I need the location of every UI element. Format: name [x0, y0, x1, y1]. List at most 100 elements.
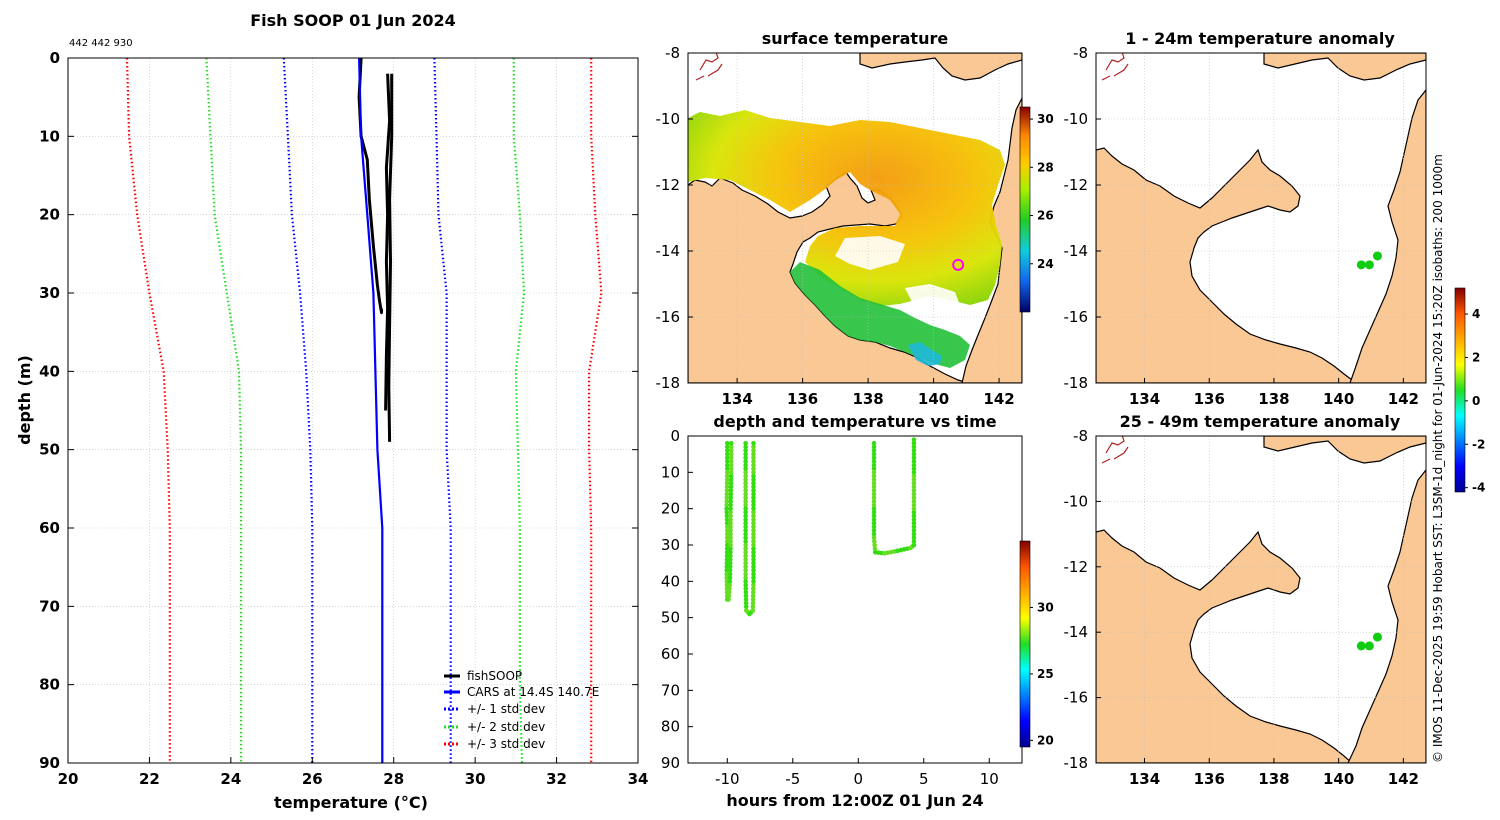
- depth-time-point: [871, 451, 877, 457]
- depth-time-point: [727, 568, 733, 573]
- depth-time-point: [751, 495, 756, 501]
- depth-time-y-tick-label: 40: [661, 572, 680, 590]
- depth-time-point: [743, 517, 748, 522]
- anomaly-deep-y-tick-label: -16: [1064, 689, 1089, 707]
- depth-time-point: [911, 491, 917, 497]
- anomaly-shallow-y-tick-label: -12: [1064, 176, 1089, 194]
- sst-field-cyan: [908, 342, 942, 366]
- depth-time-point: [751, 546, 756, 551]
- depth-time-point: [724, 477, 730, 482]
- depth-time-point: [911, 502, 917, 508]
- anomaly-deep-y-tick-label: -18: [1064, 754, 1089, 772]
- depth-time-points: [724, 437, 917, 617]
- depth-time-panel: depth and temperature vs time -10 -5 0 5 10 0…: [661, 412, 1054, 810]
- depth-time-point: [872, 542, 877, 548]
- depth-time-point: [724, 575, 730, 580]
- depth-time-point: [751, 542, 756, 548]
- depth-time-point: [727, 579, 733, 584]
- depth-time-point: [743, 520, 748, 526]
- profile-ticks: 20 22 24 26 28 30 32 34 0 10 20 30 40 50 60 70 80 90: [39, 49, 648, 788]
- depth-time-point: [751, 571, 756, 577]
- depth-time-point: [743, 600, 749, 606]
- profile-x-tick-label: 26: [302, 770, 323, 788]
- depth-time-point: [728, 502, 733, 508]
- depth-time-point: [724, 440, 730, 446]
- anomaly-deep-y-tick-label: -10: [1064, 492, 1089, 510]
- depth-time-point: [871, 444, 877, 450]
- depth-time-point: [911, 517, 917, 522]
- depth-time-point: [724, 571, 729, 577]
- depth-time-point: [724, 535, 730, 541]
- anomaly-shallow-y-tick-label: -16: [1064, 308, 1089, 326]
- depth-time-point: [743, 448, 748, 453]
- depth-time-point: [871, 491, 877, 497]
- depth-time-point: [743, 531, 748, 537]
- profile-x-tick-label: 28: [383, 770, 404, 788]
- depth-time-point: [743, 477, 748, 482]
- sst-map-ticks: 134 136 138 140 142 -8 -10 -12 -14 -16 -18: [656, 44, 1015, 408]
- depth-time-point: [871, 510, 877, 515]
- depth-time-point: [751, 473, 756, 479]
- depth-time-point: [724, 564, 730, 570]
- depth-time-point: [750, 589, 756, 595]
- depth-time-point: [724, 557, 730, 562]
- depth-time-point: [743, 513, 748, 519]
- anomaly-shallow-land-north: [1096, 147, 1357, 383]
- anomaly-shallow-land-cape: [1349, 89, 1426, 383]
- depth-time-point: [724, 517, 730, 522]
- depth-time-point: [751, 470, 756, 475]
- profile-y-tick-label: 30: [39, 284, 60, 302]
- sst-map-x-tick-label: 134: [721, 390, 752, 408]
- profile-y-tick-label: 10: [39, 127, 60, 145]
- anomaly-shallow-dot: [1364, 260, 1374, 270]
- depth-time-point: [724, 528, 730, 533]
- sst-map-land-ng: [859, 53, 1022, 81]
- sst-map-y-tick-label: -12: [656, 176, 681, 194]
- depth-time-point: [724, 542, 730, 548]
- depth-time-point: [871, 513, 877, 519]
- depth-time-point: [911, 451, 917, 457]
- sst-map-panel: surface temperature 134 136 138 140 142 -8 -10…: [656, 29, 1054, 408]
- sst-map-x-tick-label: 142: [983, 390, 1014, 408]
- profile-series-CARS: [358, 58, 384, 763]
- profile-x-tick-label: 30: [465, 770, 486, 788]
- anomaly-shallow-panel: 1 - 24m temperature anomaly 134 136 138 140…: [1064, 29, 1486, 495]
- depth-time-point: [751, 484, 756, 490]
- anomaly-deep-y-tick-label: -14: [1064, 623, 1089, 641]
- depth-time-point: [871, 455, 877, 461]
- depth-time-point: [871, 524, 877, 530]
- depth-time-point: [743, 488, 748, 493]
- depth-time-colorbar-tick-label: 30: [1037, 600, 1054, 614]
- depth-time-point: [724, 480, 730, 486]
- depth-time-point: [750, 600, 756, 606]
- depth-time-point: [751, 510, 756, 515]
- depth-time-point: [751, 455, 756, 461]
- depth-time-point: [751, 459, 756, 464]
- depth-time-point: [751, 480, 756, 486]
- depth-time-y-tick-label: 30: [661, 536, 680, 554]
- profile-y-tick-label: 70: [39, 597, 60, 615]
- profile-y-tick-label: 0: [50, 49, 60, 67]
- depth-time-point: [728, 535, 733, 541]
- depth-time-point: [911, 477, 917, 482]
- depth-time-point: [911, 542, 917, 548]
- anomaly-deep-dot: [1372, 632, 1382, 642]
- depth-time-point: [728, 440, 734, 446]
- depth-time-point: [728, 542, 733, 548]
- depth-time-point: [751, 575, 756, 580]
- depth-time-point: [743, 491, 748, 497]
- depth-time-point: [871, 488, 877, 493]
- depth-time-point: [724, 553, 730, 559]
- depth-time-point: [728, 531, 733, 537]
- depth-time-point: [871, 495, 877, 501]
- depth-time-point: [911, 499, 917, 504]
- sst-map-x-tick-label: 136: [787, 390, 818, 408]
- anomaly-shallow-dot: [1356, 260, 1366, 270]
- depth-time-y-tick-label: 60: [661, 645, 680, 663]
- depth-time-point: [911, 535, 917, 541]
- depth-time-point: [743, 510, 748, 515]
- anomaly-shallow-x-tick-label: 136: [1194, 390, 1225, 408]
- anomaly-shallow-x-tick-label: 134: [1129, 390, 1160, 408]
- profile-x-label: temperature (°C): [274, 793, 428, 812]
- depth-time-point: [724, 520, 730, 526]
